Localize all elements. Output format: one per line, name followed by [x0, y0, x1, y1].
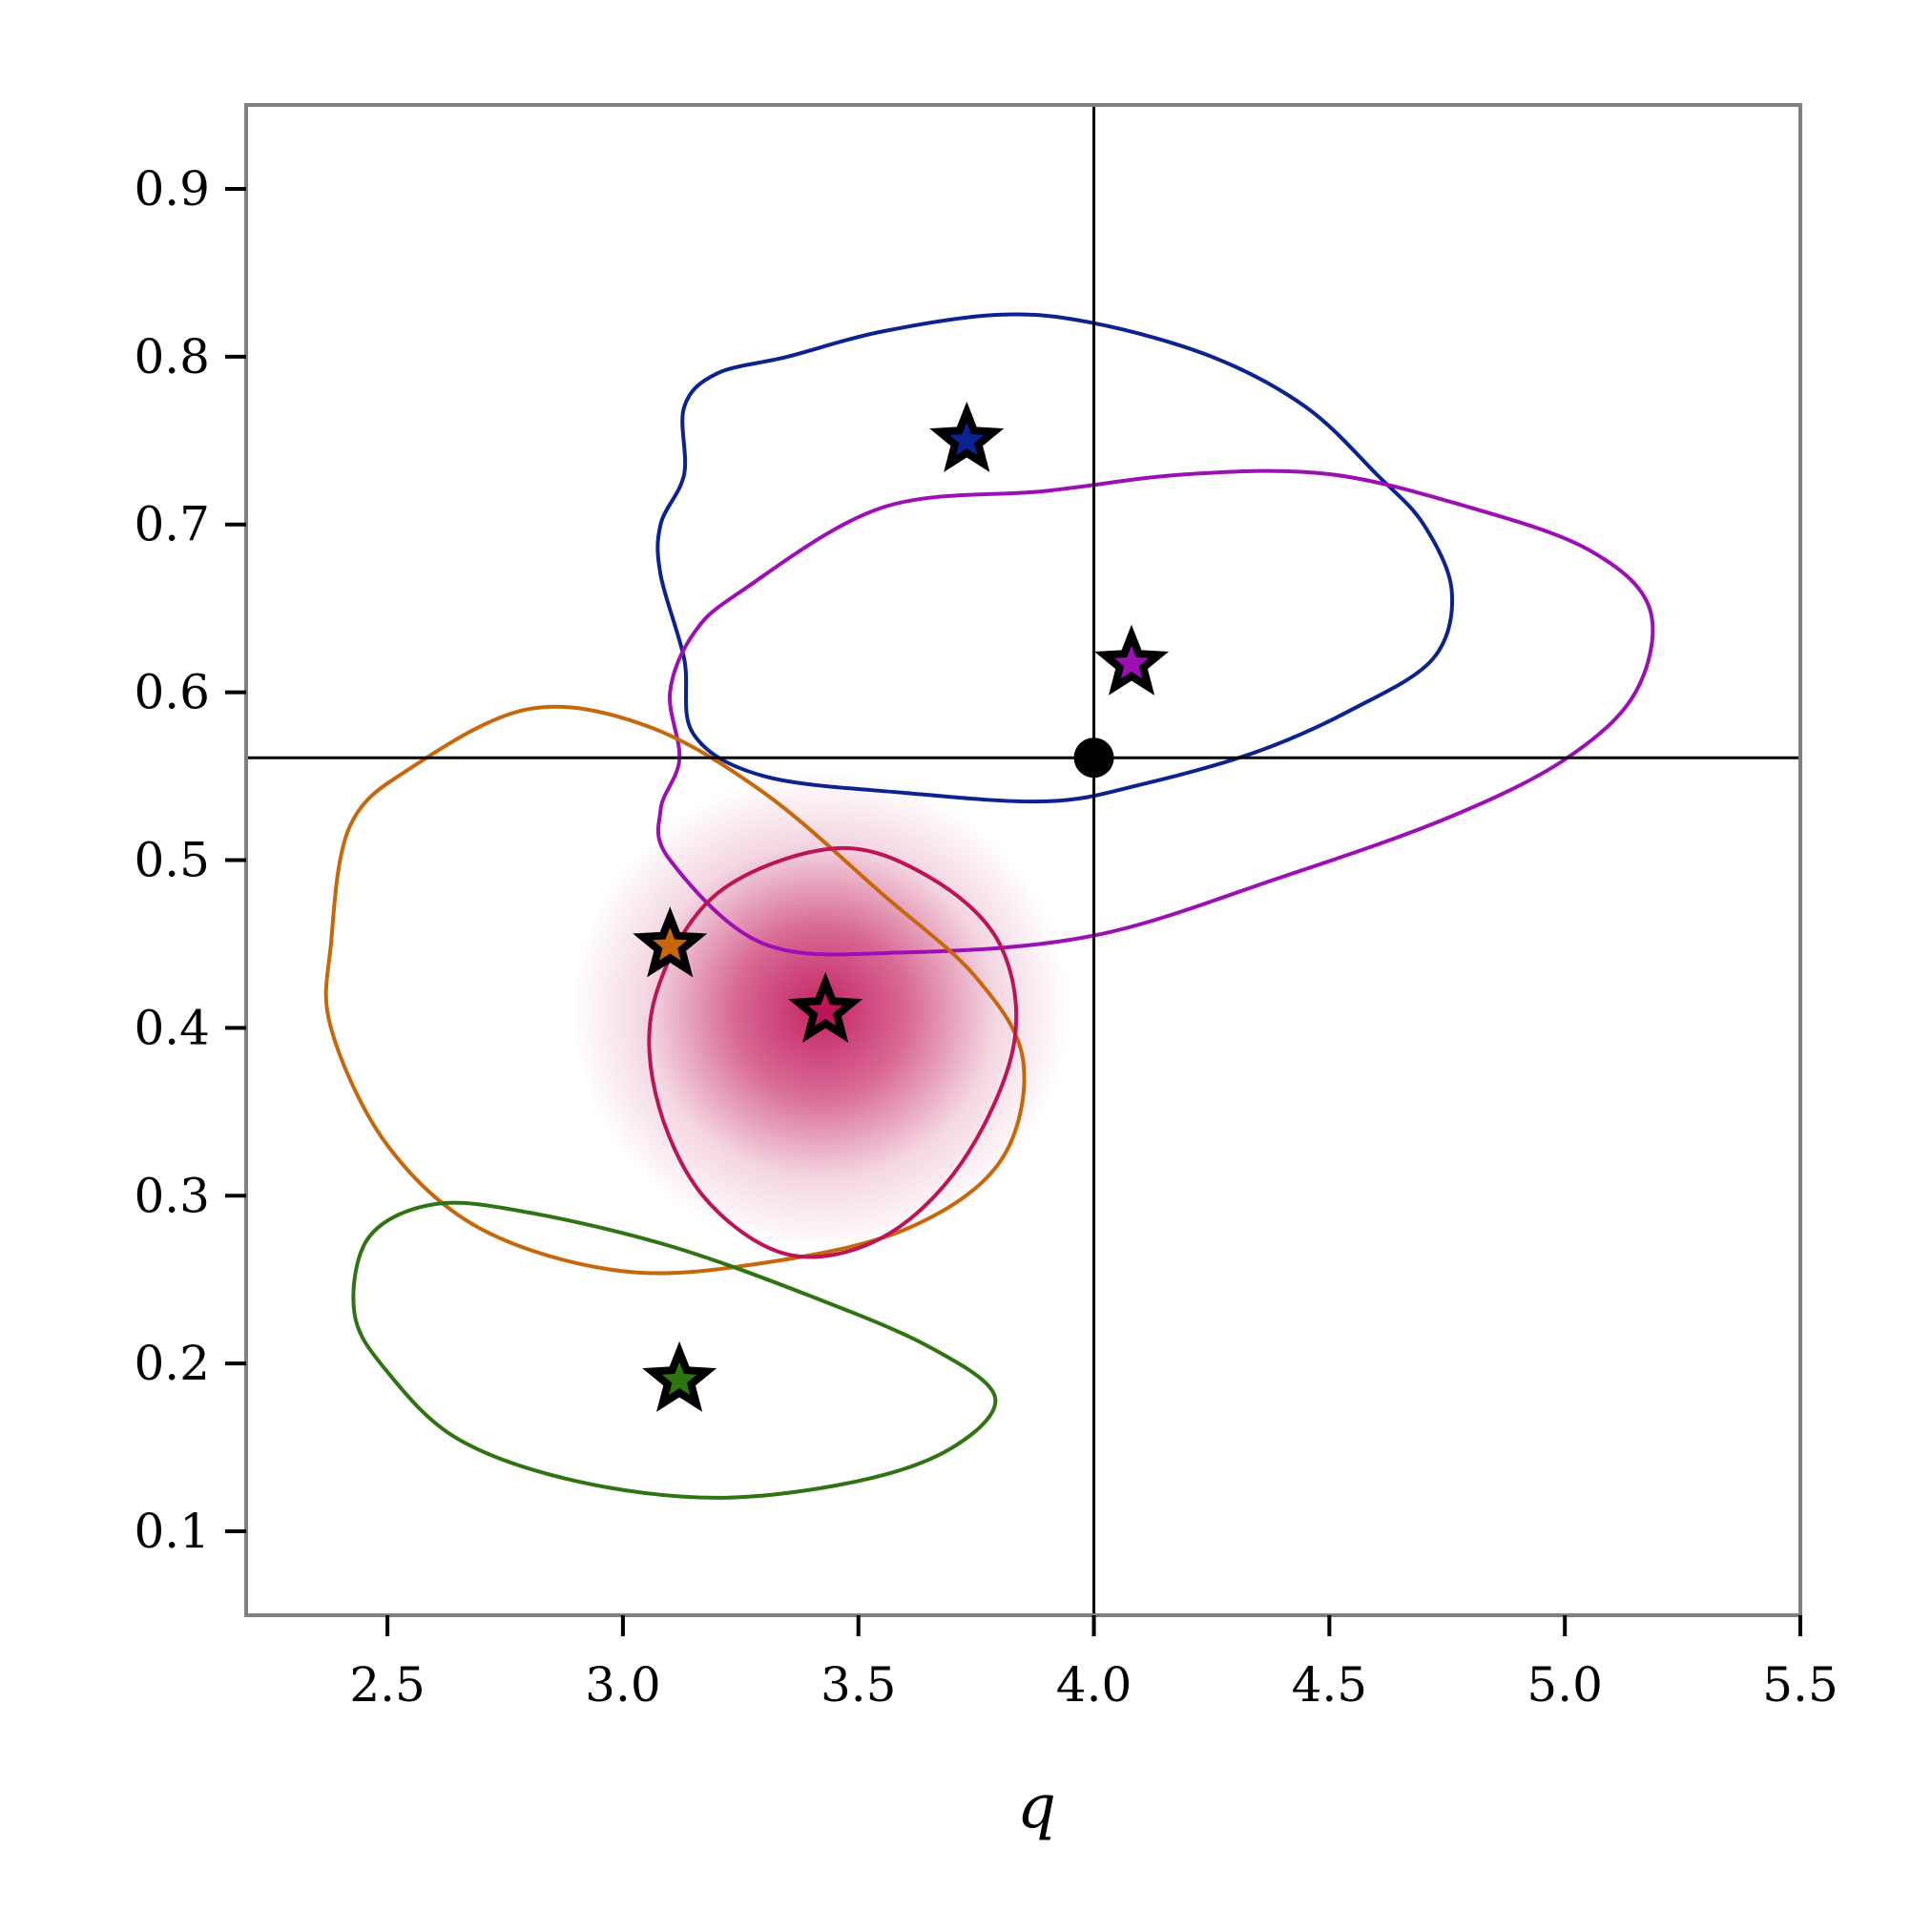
axes-frame — [244, 103, 1802, 1617]
star-marker-4 — [788, 971, 863, 1043]
x-tick-label: 4.0 — [1056, 1657, 1132, 1713]
y-tick-label: 0.8 — [134, 329, 210, 384]
y-tick-label: 0.3 — [134, 1168, 210, 1223]
x-axis-ticks: 2.5 3.0 3.5 4.0 4.5 5.0 5.5 — [349, 1615, 1839, 1713]
x-tick-label: 3.0 — [585, 1657, 661, 1713]
plot-area — [246, 105, 1800, 1615]
x-axis-label: q — [1017, 1772, 1056, 1842]
x-tick-label: 4.5 — [1292, 1657, 1368, 1713]
contour-line-1 — [655, 312, 1455, 804]
y-tick-label: 0.9 — [134, 161, 210, 217]
star-marker-1 — [929, 401, 1005, 472]
x-tick-label: 5.0 — [1527, 1657, 1603, 1713]
reference-point — [1073, 737, 1114, 779]
x-tick-label: 2.5 — [349, 1657, 426, 1713]
star-marker-5 — [642, 1340, 717, 1412]
x-tick-label: 5.5 — [1762, 1657, 1839, 1713]
contour-line-2 — [655, 468, 1655, 957]
y-tick-label: 0.4 — [134, 1000, 210, 1055]
y-tick-label: 0.6 — [134, 665, 210, 720]
x-tick-label: 3.5 — [821, 1657, 897, 1713]
y-tick-label: 0.5 — [134, 833, 210, 888]
y-tick-label: 0.7 — [134, 497, 210, 552]
y-tick-label: 0.2 — [134, 1336, 210, 1391]
star-marker-3 — [633, 906, 708, 978]
contour-line-5 — [351, 1200, 998, 1500]
contour-line-4 — [647, 845, 1019, 1259]
contour-line-3 — [323, 704, 1027, 1276]
y-axis-ticks: 0.1 0.2 0.3 0.4 0.5 0.6 0.7 0.8 0.9 — [134, 161, 246, 1559]
star-marker-2 — [1094, 624, 1170, 696]
y-tick-label: 0.1 — [134, 1504, 210, 1559]
